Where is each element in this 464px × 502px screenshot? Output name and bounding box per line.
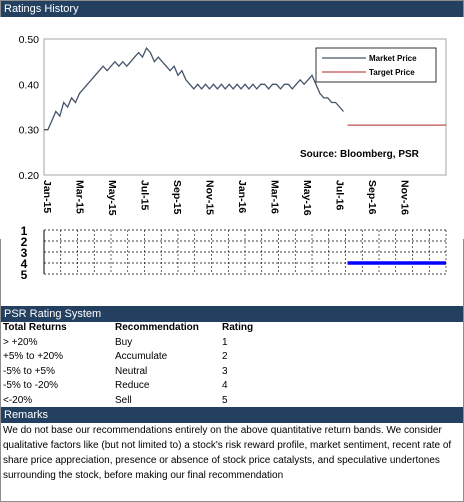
col-total-returns: Total Returns [3,322,67,333]
table-cell: 4 [222,380,228,391]
table-row: <-20% Sell 5 [3,394,461,409]
table-cell: -5% to -20% [3,380,59,391]
x-tick-label: Sep-16 [366,180,378,215]
table-header-row: Total Returns Recommendation Rating [3,321,461,336]
table-cell: <-20% [3,394,33,406]
legend-label: Market Price [369,54,417,63]
rating-tick-label: 1 [21,225,28,238]
source-annotation: Source: Bloomberg, PSR [300,149,420,160]
remarks-header: Remarks [1,407,463,423]
col-recommendation: Recommendation [115,322,199,333]
remarks-text: We do not base our recommendations entir… [3,425,452,481]
table-cell: Neutral [115,365,148,377]
table-cell: 3 [222,365,228,377]
y-tick-label: 0.30 [19,125,40,137]
rating-tick-label: 5 [21,268,28,282]
y-tick-label: 0.20 [19,170,40,182]
table-row: -5% to -20% Reduce 4 [3,379,461,394]
table-cell: -5% to +5% [3,365,55,377]
rating-system-table: Total Returns Recommendation Rating > +2… [3,321,461,408]
x-tick-label: May-15 [106,180,118,216]
table-row: +5% to +20% Accumulate 2 [3,350,461,365]
ratings-history-header: Ratings History [1,1,463,17]
plot-area [43,38,447,176]
y-tick-label: 0.50 [19,34,40,46]
x-tick-label: Sep-15 [171,180,183,215]
rating-tick-label: 4 [21,257,28,271]
table-row: > +20% Buy 1 [3,336,461,351]
table-cell: Reduce [115,380,150,391]
rating-tick-label: 2 [21,235,28,249]
x-tick-label: Jul-16 [334,180,346,211]
y-tick-label: 0.40 [19,79,40,91]
table-cell: +5% to +20% [3,351,64,362]
x-tick-label: Nov-15 [204,180,216,215]
col-rating: Rating [222,322,254,333]
x-tick-label: Mar-16 [269,180,281,214]
rating-system-header: PSR Rating System [1,306,463,322]
table-cell: Accumulate [115,351,168,362]
x-tick-label: Nov-16 [399,180,411,215]
table-cell: 2 [222,351,228,362]
legend-label: Target Price [369,68,415,77]
table-cell: > +20% [3,336,38,348]
legend-box [315,47,437,83]
x-tick-label: Mar-15 [74,180,86,214]
table-cell: 1 [222,336,228,348]
table-cell: 5 [222,394,228,406]
table-row: -5% to +5% Neutral 3 [3,365,461,380]
x-tick-label: Jan-16 [236,180,248,213]
table-cell: Buy [115,336,133,348]
x-tick-label: May-16 [301,180,313,216]
market-price-line [44,46,344,131]
chart-legend: Market Price Target Price [315,47,437,83]
x-tick-label: Jul-15 [139,180,151,211]
rating-tick-label: 3 [21,246,28,260]
table-cell: Sell [115,394,132,406]
x-tick-label: Jan-15 [41,180,53,213]
